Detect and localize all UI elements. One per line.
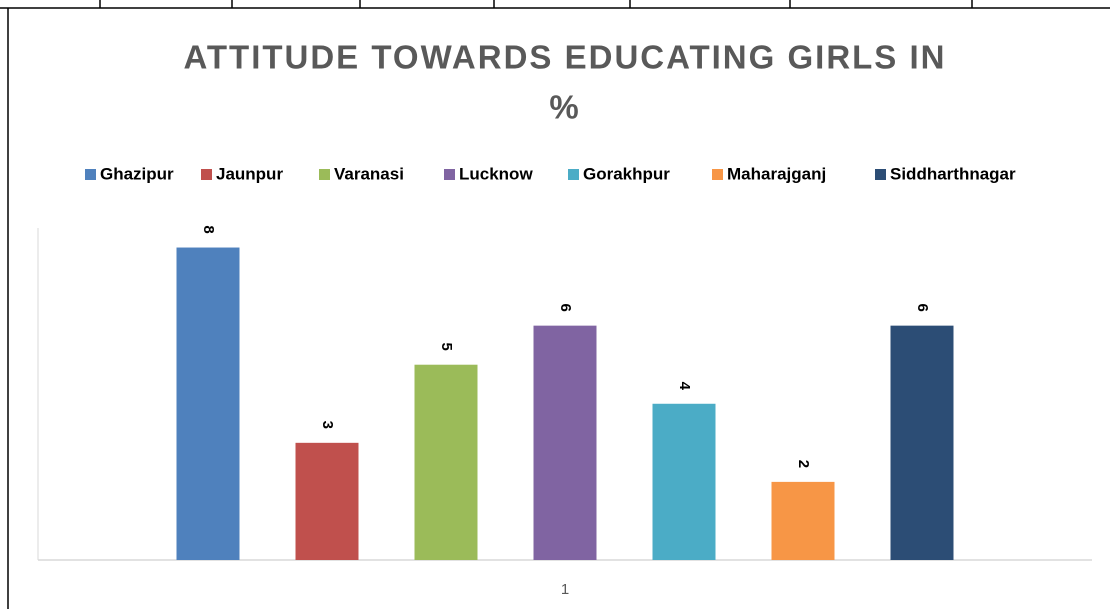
bar (295, 442, 359, 560)
legend-swatch (875, 169, 886, 180)
bar (176, 247, 240, 560)
bar (533, 325, 597, 560)
legend-label: Gorakhpur (583, 164, 670, 183)
data-label: 6 (914, 303, 931, 311)
legend-swatch (568, 169, 579, 180)
data-label: 2 (795, 460, 812, 468)
x-tick-label: 1 (561, 581, 569, 598)
legend-swatch (201, 169, 212, 180)
bar (414, 364, 478, 560)
data-label: 8 (200, 225, 217, 233)
legend-label: Jaunpur (216, 164, 283, 183)
bar (652, 403, 716, 560)
chart-title: % (549, 89, 580, 126)
legend-swatch (85, 169, 96, 180)
legend-swatch (712, 169, 723, 180)
chart-title: ATTITUDE TOWARDS EDUCATING GIRLS IN (184, 39, 947, 76)
legend-swatch (444, 169, 455, 180)
legend-swatch (319, 169, 330, 180)
legend-label: Siddharthnagar (890, 164, 1016, 183)
data-label: 6 (557, 303, 574, 311)
bar (771, 481, 835, 560)
legend-label: Maharajganj (727, 164, 826, 183)
legend-label: Lucknow (459, 164, 533, 183)
legend-label: Varanasi (334, 164, 404, 183)
data-label: 5 (438, 343, 455, 351)
legend-label: Ghazipur (100, 164, 174, 183)
data-label: 4 (676, 382, 693, 391)
data-label: 3 (319, 421, 336, 429)
bar (890, 325, 954, 560)
